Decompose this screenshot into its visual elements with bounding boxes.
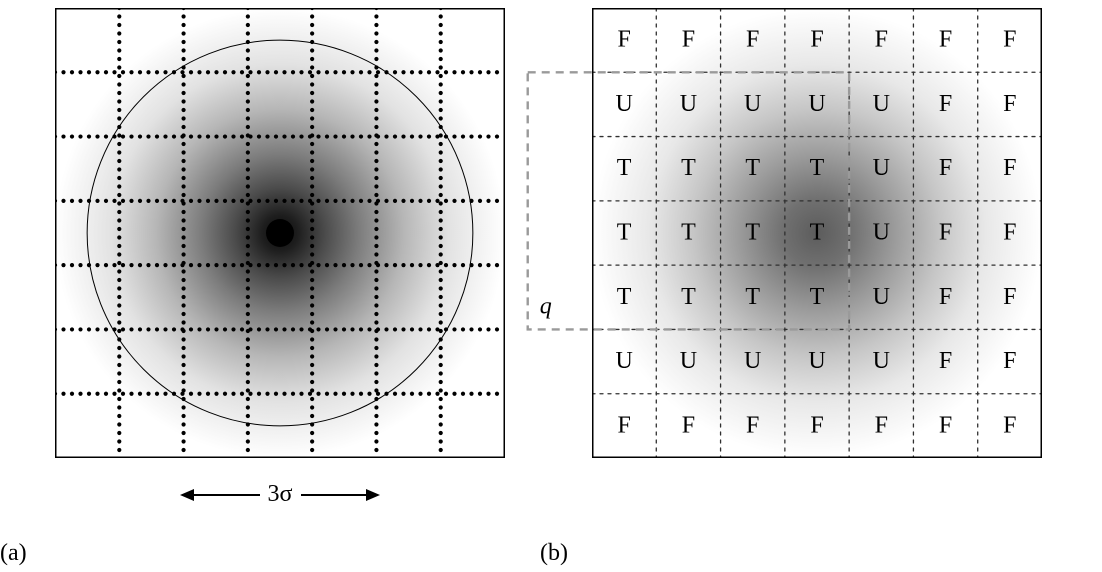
grid-cell-label: F xyxy=(1003,348,1016,374)
grid-cell-label: U xyxy=(808,348,825,374)
grid-cell-label: F xyxy=(939,220,952,246)
grid-cell-label: F xyxy=(939,412,952,438)
grid-cell-label: F xyxy=(617,412,630,438)
grid-cell-label: F xyxy=(1003,412,1016,438)
sigma-arrow-line-right xyxy=(301,494,369,496)
grid-cell-label: U xyxy=(615,91,632,117)
grid-cell-label: T xyxy=(745,284,760,310)
grid-cell-label: U xyxy=(873,348,890,374)
sigma-arrow-line xyxy=(192,494,260,496)
grid-cell-label: F xyxy=(1003,220,1016,246)
grid-cell-label: T xyxy=(810,284,825,310)
grid-cell-label: F xyxy=(1003,91,1016,117)
grid-cell-label: U xyxy=(615,348,632,374)
grid-cell-label: T xyxy=(810,155,825,181)
grid-cell-label: T xyxy=(617,220,632,246)
grid-cell-label: U xyxy=(744,348,761,374)
grid-cell-label: U xyxy=(873,155,890,181)
panel-a-svg xyxy=(55,8,505,458)
grid-cell-label: U xyxy=(873,284,890,310)
grid-cell-label: F xyxy=(1003,284,1016,310)
grid-cell-label: T xyxy=(681,220,696,246)
sigma-arrow-head-right xyxy=(366,489,380,501)
grid-cell-label: T xyxy=(681,155,696,181)
grid-cell-label: F xyxy=(939,155,952,181)
grid-cell-label: F xyxy=(682,412,695,438)
grid-cell-label: F xyxy=(810,27,823,53)
grid-cell-label: U xyxy=(873,220,890,246)
grid-cell-label: F xyxy=(939,27,952,53)
grid-cell-label: F xyxy=(939,91,952,117)
grid-cell-label: F xyxy=(875,412,888,438)
grid-cell-label: T xyxy=(745,155,760,181)
grid-cell-label: U xyxy=(873,91,890,117)
grid-cell-label: U xyxy=(744,91,761,117)
grid-cell-label: F xyxy=(1003,155,1016,181)
grid-cell-label: F xyxy=(939,348,952,374)
q-label: q xyxy=(540,293,552,319)
panel-a-caption: (a) xyxy=(0,540,27,567)
grid-cell-label: F xyxy=(617,27,630,53)
grid-cell-label: F xyxy=(746,412,759,438)
grid-cell-label: U xyxy=(680,348,697,374)
grid-cell-label: T xyxy=(617,284,632,310)
grid-cell-label: F xyxy=(746,27,759,53)
grid-cell-label: T xyxy=(810,220,825,246)
grid-cell-label: U xyxy=(808,91,825,117)
panel-b-caption: (b) xyxy=(540,540,568,567)
grid-cell-label: F xyxy=(875,27,888,53)
sigma-arrow-head-left xyxy=(180,489,194,501)
grid-cell-label: T xyxy=(681,284,696,310)
grid-cell-label: F xyxy=(810,412,823,438)
grid-cell-label: T xyxy=(745,220,760,246)
grid-cell-label: F xyxy=(682,27,695,53)
panel-b-svg: F F F F F F F U U U U U F F T T T T U F F T T T T U F F T T T T U F F U U U U U… xyxy=(502,8,1042,458)
grid-cell-label: F xyxy=(1003,27,1016,53)
grid-cell-label: F xyxy=(939,284,952,310)
sigma-label: 3σ xyxy=(268,481,293,508)
grid-cell-label: U xyxy=(680,91,697,117)
grid-cell-label: T xyxy=(617,155,632,181)
